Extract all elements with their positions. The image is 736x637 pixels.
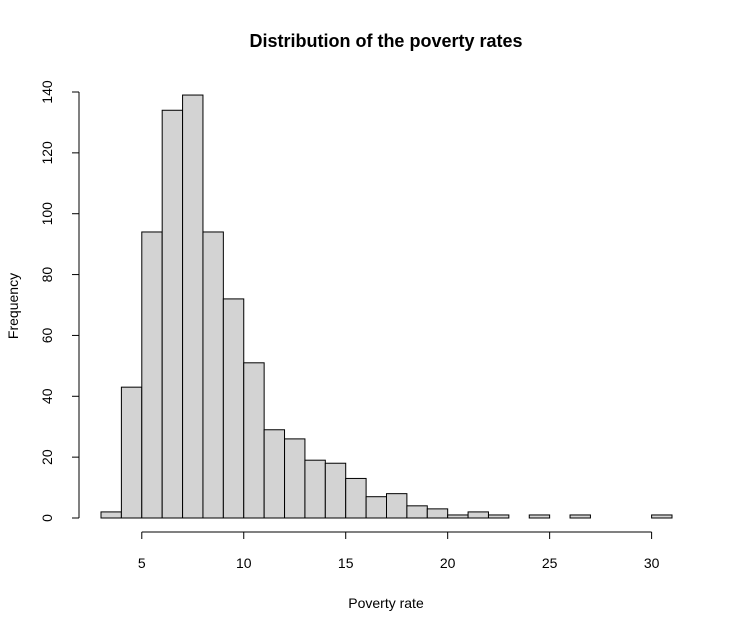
y-axis: 0 20 40 60 80 100 120 140 <box>39 80 80 522</box>
x-tick-label: 30 <box>644 555 660 571</box>
histogram-bar <box>324 462 347 519</box>
histogram-bar <box>569 514 591 519</box>
x-axis-title: Poverty rate <box>348 595 424 611</box>
x-tick-label: 15 <box>338 555 354 571</box>
y-tick-label: 120 <box>39 141 55 165</box>
y-tick-label: 60 <box>39 327 55 343</box>
bars-group <box>100 94 673 519</box>
histogram-bar <box>467 511 489 519</box>
histogram-bar <box>365 496 387 519</box>
histogram-bar <box>243 362 265 519</box>
y-tick-label: 0 <box>39 514 55 522</box>
histogram-bar <box>651 514 673 519</box>
histogram-bar <box>426 508 449 519</box>
y-tick-label: 20 <box>39 449 55 465</box>
histogram-bar <box>182 94 204 519</box>
x-tick-label: 10 <box>236 555 252 571</box>
histogram-bar <box>284 438 306 519</box>
histogram-bar <box>141 231 163 519</box>
histogram-bar <box>487 514 510 519</box>
y-axis-title: Frequency <box>5 273 21 339</box>
histogram-bar <box>386 493 408 519</box>
histogram-bar <box>345 477 367 519</box>
histogram-bar <box>161 109 184 519</box>
histogram-bar <box>528 514 551 519</box>
y-tick-label: 140 <box>39 80 55 104</box>
histogram-bar <box>222 298 245 519</box>
histogram-bar <box>447 514 469 519</box>
x-tick-label: 20 <box>440 555 456 571</box>
histogram-bar <box>406 505 428 519</box>
x-tick-label: 5 <box>138 555 146 571</box>
x-tick-label: 25 <box>542 555 558 571</box>
x-axis: 5 10 15 20 25 30 <box>138 531 660 571</box>
chart-title: Distribution of the poverty rates <box>249 31 522 51</box>
histogram-bar <box>263 429 286 519</box>
y-tick-label: 100 <box>39 202 55 226</box>
histogram-bar <box>304 459 326 519</box>
y-tick-label: 40 <box>39 388 55 404</box>
histogram-bar <box>202 231 224 519</box>
histogram-bar <box>120 386 143 519</box>
histogram-bar <box>100 511 122 519</box>
y-tick-label: 80 <box>39 267 55 283</box>
